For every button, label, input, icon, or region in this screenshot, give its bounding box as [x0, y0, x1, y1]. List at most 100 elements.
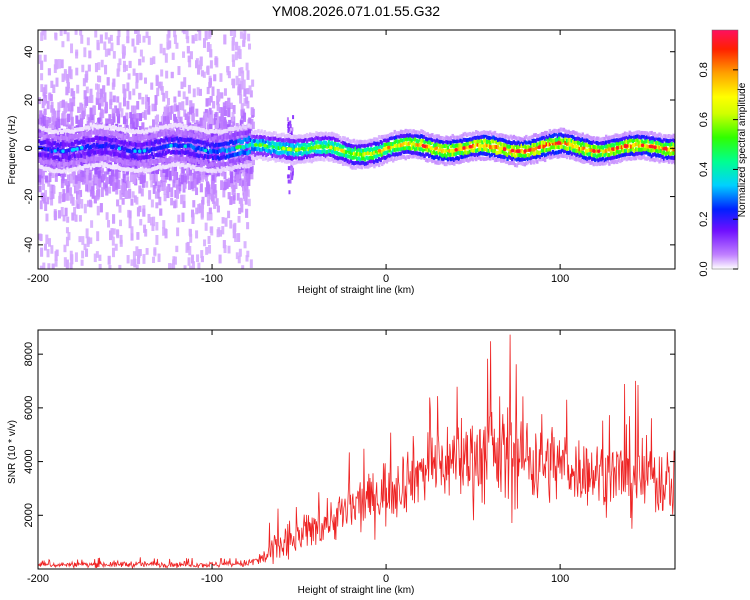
spectrogram-cell: [183, 151, 187, 156]
spectrogram-cell: [355, 145, 359, 150]
spectrogram-cell: [136, 129, 140, 134]
spectrogram-cell: [110, 169, 114, 177]
spectrogram-cell: [223, 169, 227, 180]
spectrogram-cell: [200, 256, 204, 263]
spectrogram-cell: [189, 165, 193, 170]
spectrogram-cell: [401, 154, 404, 159]
spectrogram-cell: [479, 156, 483, 161]
spectrogram-cell: [204, 154, 207, 159]
spectrogram-cell: [125, 161, 129, 166]
spectrogram-cell: [50, 168, 53, 173]
spectrogram-cell: [59, 161, 63, 166]
spectrogram-cell: [234, 127, 238, 136]
spectrogram-cell: [76, 202, 80, 209]
spectrogram-cell: [249, 142, 252, 147]
spectrogram-cell: [135, 72, 139, 83]
spectrogram-cell: [162, 166, 166, 173]
spectrogram-cell: [158, 125, 162, 130]
spectrogram-cell: [102, 123, 105, 128]
spectrogram-cell: [492, 151, 495, 156]
spectrogram-cell: [449, 160, 453, 165]
spectrogram-cell: [299, 143, 302, 148]
spectrogram-cell: [171, 52, 175, 60]
spectrogram-cell: [434, 155, 437, 160]
spectrogram-cell: [304, 147, 307, 152]
spectrogram-cell: [86, 238, 90, 247]
spectrogram-cell: [42, 153, 46, 162]
spectrogram-peak: [80, 146, 84, 150]
spectrogram-cell: [362, 163, 365, 168]
spectrogram-cell: [445, 135, 448, 140]
spectrogram-cell: [528, 153, 531, 158]
spectrogram-cell: [495, 144, 498, 149]
spectrogram-cell: [352, 161, 356, 166]
spectrogram-cell: [265, 136, 268, 141]
spectrogram-cell: [100, 130, 104, 135]
spectrogram-cell: [140, 188, 144, 197]
spectrogram-cell: [464, 137, 467, 142]
spectrogram-cell: [440, 149, 443, 154]
spectrogram-cell: [272, 148, 276, 153]
spectrogram-cell: [536, 159, 539, 164]
spectrogram-cell: [254, 138, 257, 143]
spectrogram-cell: [77, 135, 81, 142]
spectrogram-cell: [44, 128, 48, 138]
spectrogram-cell: [149, 148, 152, 153]
spectrogram-cell: [528, 156, 531, 161]
spectrogram-cell: [59, 30, 63, 36]
spectrogram-cell: [208, 77, 212, 86]
spectrogram-cell: [99, 99, 103, 106]
spectrogram-cell: [52, 185, 56, 194]
spectrogram-cell: [285, 155, 288, 160]
spectrogram-cell: [59, 130, 63, 135]
spectrogram-cell: [60, 178, 64, 189]
spectrogram-cell: [38, 139, 41, 144]
spectrogram-cell: [471, 136, 475, 141]
spectrogram-cell: [266, 144, 270, 149]
spectrogram-cell: [493, 149, 497, 154]
spectrogram-cell: [60, 118, 64, 126]
spectrogram-cell: [318, 149, 321, 154]
spectrogram-cell: [388, 142, 392, 147]
spectrogram-cell: [142, 168, 146, 173]
spectrogram-cell: [224, 128, 227, 133]
spectrogram-cell: [67, 156, 71, 161]
spectrogram-cell: [109, 99, 113, 110]
spectrogram-cell: [219, 230, 223, 237]
spectrogram-cell: [223, 181, 227, 191]
spectrogram-cell: [241, 139, 245, 144]
spectrogram-cell: [293, 152, 296, 157]
spectrogram-cell: [159, 208, 163, 216]
spectrogram-cell: [407, 133, 411, 138]
spectrogram-cell: [537, 150, 541, 155]
spectrogram-cell: [476, 139, 479, 144]
spectrogram-cell: [125, 155, 129, 160]
spectrogram-cell: [70, 134, 74, 139]
spectrogram-cell: [415, 151, 418, 156]
spectrogram-cell: [368, 163, 371, 168]
spectrogram-cell: [468, 137, 472, 142]
spectrogram-cell: [94, 150, 97, 155]
spectrogram-cell: [75, 175, 79, 184]
spectrogram-cell: [514, 156, 517, 161]
spectrogram-cell: [236, 127, 240, 132]
spectrogram-cell: [42, 166, 46, 171]
spectrogram-cell: [421, 154, 425, 159]
spectrogram-cell: [504, 142, 508, 147]
spectrogram-cell: [64, 207, 68, 217]
spectrogram-cell: [169, 163, 172, 168]
spectrogram-cell: [308, 154, 312, 159]
spectrogram-cell: [152, 154, 155, 159]
spectrogram-cell: [460, 154, 464, 159]
spectrogram-cell: [357, 152, 360, 157]
spectrogram-cell: [227, 179, 231, 188]
spectrogram-cell: [70, 141, 74, 146]
spectrogram-cell: [243, 125, 246, 130]
spectrogram-cell: [222, 167, 226, 172]
spectrogram-cell: [254, 155, 257, 160]
spectrogram-cell: [283, 134, 287, 139]
spectrogram-cell: [197, 262, 201, 269]
spectrogram-cell: [85, 248, 89, 257]
spectrogram-cell: [445, 139, 448, 144]
spectrogram-cell: [91, 130, 94, 135]
